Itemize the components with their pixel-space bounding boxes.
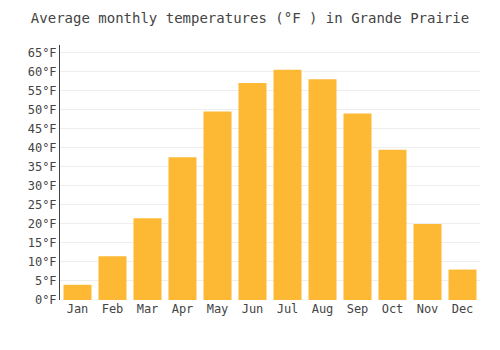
svg-text:Average monthly temperatures (: Average monthly temperatures (°F ) in Gr… bbox=[31, 10, 469, 26]
svg-text:Feb: Feb bbox=[102, 302, 124, 316]
svg-text:Dec: Dec bbox=[452, 302, 474, 316]
svg-text:Aug: Aug bbox=[312, 302, 334, 316]
svg-text:5°F: 5°F bbox=[35, 274, 57, 288]
svg-text:Jun: Jun bbox=[242, 302, 264, 316]
svg-text:Jan: Jan bbox=[67, 302, 89, 316]
svg-text:Nov: Nov bbox=[417, 302, 439, 316]
svg-text:Jul: Jul bbox=[277, 302, 299, 316]
svg-text:0°F: 0°F bbox=[35, 293, 57, 307]
svg-text:Sep: Sep bbox=[347, 302, 369, 316]
svg-text:35°F: 35°F bbox=[28, 160, 57, 174]
svg-text:20°F: 20°F bbox=[28, 217, 57, 231]
svg-text:50°F: 50°F bbox=[28, 103, 57, 117]
svg-text:65°F: 65°F bbox=[28, 46, 57, 60]
svg-text:Mar: Mar bbox=[137, 302, 159, 316]
svg-text:55°F: 55°F bbox=[28, 84, 57, 98]
svg-text:30°F: 30°F bbox=[28, 179, 57, 193]
svg-text:10°F: 10°F bbox=[28, 255, 57, 269]
svg-text:May: May bbox=[207, 302, 229, 316]
svg-text:15°F: 15°F bbox=[28, 236, 57, 250]
svg-text:45°F: 45°F bbox=[28, 122, 57, 136]
svg-text:Oct: Oct bbox=[382, 302, 404, 316]
svg-text:Apr: Apr bbox=[172, 302, 194, 316]
svg-text:25°F: 25°F bbox=[28, 198, 57, 212]
svg-text:60°F: 60°F bbox=[28, 65, 57, 79]
svg-text:40°F: 40°F bbox=[28, 141, 57, 155]
